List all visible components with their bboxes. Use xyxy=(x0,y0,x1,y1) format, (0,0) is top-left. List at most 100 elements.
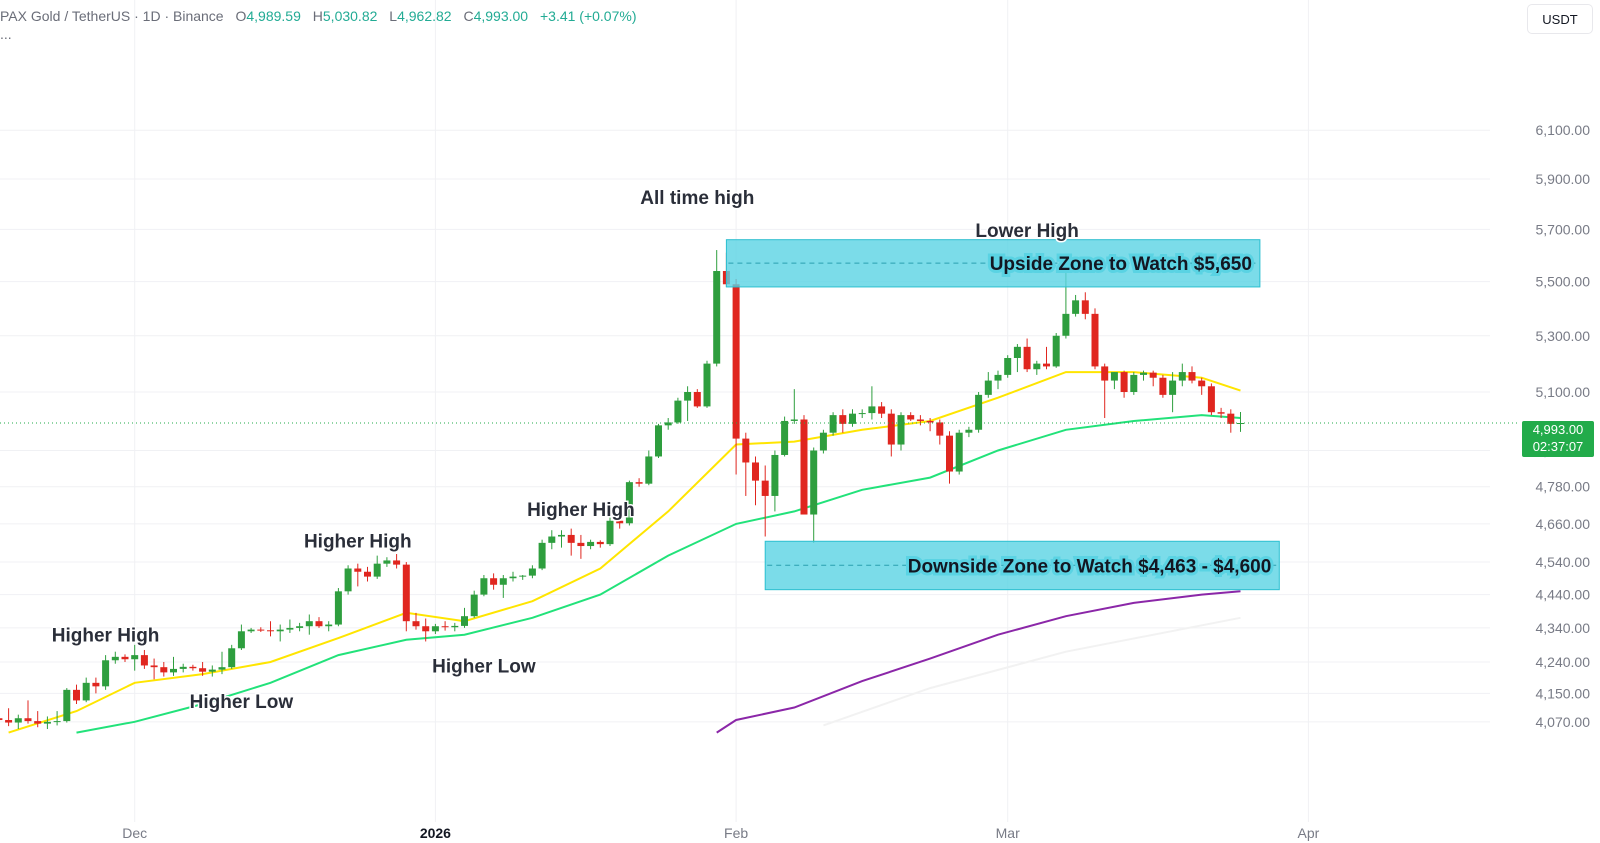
candle-body xyxy=(160,667,168,673)
candlestick xyxy=(199,661,207,676)
candlestick xyxy=(528,565,536,579)
candle-body xyxy=(170,668,177,673)
candle-body xyxy=(63,689,71,722)
y-axis-tick-label: 5,500.00 xyxy=(1536,274,1591,290)
candle-body xyxy=(296,626,304,628)
low-value: 4,962.82 xyxy=(397,8,452,24)
candle-body xyxy=(218,667,226,670)
more-indicators-button[interactable]: ... xyxy=(0,26,12,42)
candlestick xyxy=(1237,411,1244,432)
candlestick xyxy=(596,540,604,548)
zone-label: Downside Zone to Watch $4,463 - $4,600 xyxy=(908,556,1272,577)
candle-body xyxy=(267,630,274,632)
candlestick xyxy=(1101,363,1109,419)
candle-body xyxy=(829,415,837,433)
candlestick xyxy=(276,624,284,642)
candle-body xyxy=(286,627,294,630)
candle-body xyxy=(752,462,759,481)
candle-body xyxy=(1023,346,1031,370)
candlestick xyxy=(43,716,51,730)
candlestick xyxy=(916,415,924,426)
candle-body xyxy=(354,568,362,572)
candlestick xyxy=(558,530,565,548)
candlestick xyxy=(548,530,556,550)
open-value: 4,989.59 xyxy=(246,8,301,24)
candlestick xyxy=(1120,370,1128,398)
candle-body xyxy=(82,682,90,701)
candle-body xyxy=(693,392,701,407)
candlestick xyxy=(810,447,818,543)
candlestick xyxy=(131,644,139,671)
candlestick xyxy=(208,665,216,677)
candle-body xyxy=(684,392,692,401)
candle-body xyxy=(577,542,585,547)
candle-body xyxy=(868,406,876,414)
candlestick xyxy=(1110,372,1118,390)
candle-body xyxy=(199,668,207,672)
candlestick xyxy=(761,465,769,537)
currency-button[interactable]: USDT xyxy=(1528,5,1592,33)
annotation-label: Higher High xyxy=(527,500,635,521)
candlestick xyxy=(1043,346,1050,370)
candle-body xyxy=(732,284,740,439)
y-axis-tick-label: 5,300.00 xyxy=(1536,328,1591,344)
candlestick xyxy=(1198,377,1206,395)
candle-body xyxy=(393,560,401,565)
candlestick xyxy=(936,419,944,445)
candle-body xyxy=(703,363,711,407)
annotation-label: Higher Low xyxy=(190,692,294,713)
candle-body xyxy=(334,591,342,625)
candlestick xyxy=(509,571,517,582)
candlestick xyxy=(63,688,71,723)
candle-body xyxy=(839,415,847,424)
y-axis-tick-label: 5,900.00 xyxy=(1536,171,1591,187)
candlestick xyxy=(189,664,197,671)
close-label: C xyxy=(463,8,474,24)
candle-body xyxy=(412,621,420,627)
candle-body xyxy=(1110,372,1118,381)
candle-body xyxy=(325,624,333,627)
x-axis-tick-label: 2026 xyxy=(420,825,451,841)
open-label: O xyxy=(235,8,247,24)
candlestick xyxy=(829,412,837,436)
candle-body xyxy=(849,413,856,424)
candle-body xyxy=(1052,335,1060,367)
candle-body xyxy=(713,271,721,364)
candle-body xyxy=(800,419,808,515)
candlestick xyxy=(1023,338,1031,373)
candle-body xyxy=(189,666,197,669)
candle-body xyxy=(897,415,905,445)
candle-body xyxy=(742,438,750,463)
candle-body xyxy=(92,682,100,687)
candle-body xyxy=(819,432,827,451)
candle-body xyxy=(0,718,3,721)
candlestick xyxy=(334,588,342,627)
annotation-label: Higher High xyxy=(52,625,160,646)
candle-body xyxy=(664,422,672,426)
x-axis-tick-label: Mar xyxy=(996,825,1020,841)
symbol-title[interactable]: PAX Gold / TetherUS · 1D · Binance xyxy=(0,8,224,24)
candlestick xyxy=(994,370,1002,390)
candle-body xyxy=(538,542,546,569)
candle-body xyxy=(1178,372,1186,381)
candle-body xyxy=(1207,386,1215,413)
candlestick xyxy=(1004,355,1012,378)
high-value: 5,030.82 xyxy=(322,8,378,24)
x-axis-tick-label: Feb xyxy=(724,825,748,841)
candlestick xyxy=(1188,366,1196,384)
candle-body xyxy=(305,621,313,627)
candle-body xyxy=(34,721,42,724)
candle-body xyxy=(810,450,818,515)
candle-body xyxy=(131,655,139,660)
candlestick xyxy=(92,677,100,694)
candlestick xyxy=(887,409,895,457)
candle-body xyxy=(315,621,323,627)
candle-body xyxy=(24,718,32,722)
candle-body xyxy=(461,616,468,626)
candle-body xyxy=(276,629,284,632)
candlestick xyxy=(267,621,274,637)
candle-body xyxy=(616,520,624,524)
candle-body xyxy=(257,629,265,631)
candlestick xyxy=(499,574,507,598)
